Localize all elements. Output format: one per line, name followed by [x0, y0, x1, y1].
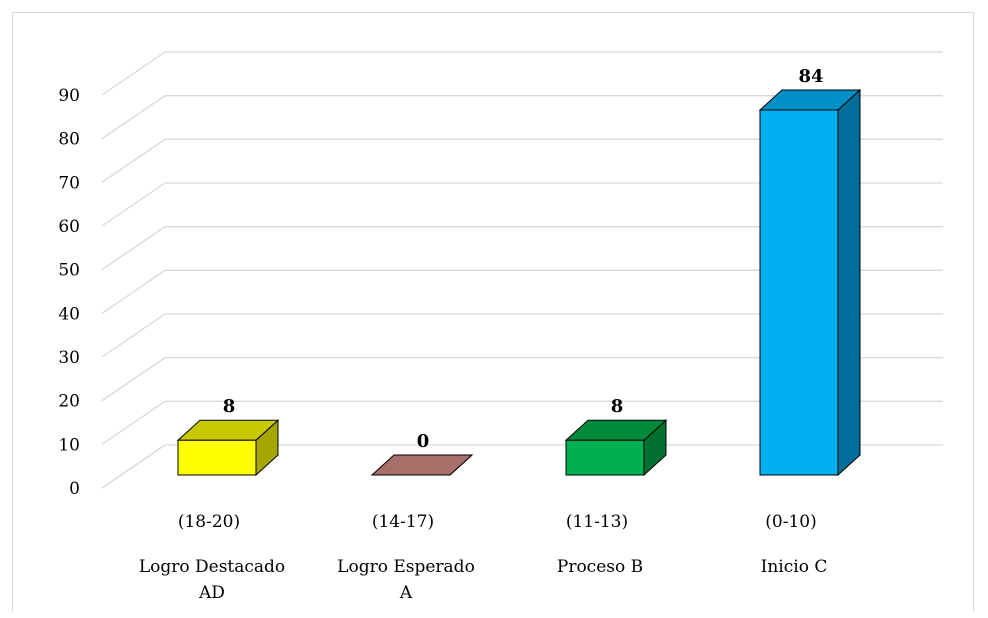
gridline-depth: [101, 269, 166, 314]
y-tick-label: 80: [58, 130, 80, 150]
y-tick-label: 90: [58, 86, 80, 106]
data-label: 8: [611, 396, 624, 417]
y-tick-label: 0: [69, 479, 80, 499]
gridline-depth: [101, 95, 166, 140]
data-label: 84: [798, 66, 823, 87]
x-category-range: (18-20): [178, 512, 240, 532]
gridline-depth: [101, 182, 166, 227]
floor-edge: [101, 444, 166, 489]
chart-frame: [12, 12, 974, 612]
gridline-depth: [101, 138, 166, 183]
x-category-name: A: [399, 583, 413, 603]
y-tick-label: 30: [58, 348, 80, 368]
x-category-name: Inicio C: [761, 557, 828, 577]
gridline-depth: [101, 400, 166, 445]
x-category-range: (11-13): [566, 512, 628, 532]
x-category-name: AD: [198, 583, 225, 603]
gridline-depth: [101, 226, 166, 271]
x-category-name: Proceso B: [557, 557, 643, 577]
x-category-name: Logro Esperado: [337, 557, 475, 577]
y-tick-label: 40: [58, 304, 80, 324]
data-label: 0: [417, 431, 430, 452]
data-label: 8: [223, 396, 236, 417]
x-category-name: Logro Destacado: [139, 557, 285, 577]
bar: [759, 109, 839, 476]
gridline-depth: [101, 357, 166, 402]
y-tick-label: 50: [58, 261, 80, 281]
bar: [177, 439, 257, 476]
bar-top: [370, 454, 474, 476]
y-tick-label: 10: [58, 435, 80, 455]
y-tick-label: 20: [58, 392, 80, 412]
x-category-range: (0-10): [765, 512, 816, 532]
bar-side: [837, 88, 861, 477]
gridline-depth: [101, 313, 166, 358]
y-tick-label: 70: [58, 173, 80, 193]
gridline-depth: [101, 51, 166, 96]
bar: [565, 439, 645, 476]
y-tick-label: 60: [58, 217, 80, 237]
x-category-range: (14-17): [372, 512, 434, 532]
